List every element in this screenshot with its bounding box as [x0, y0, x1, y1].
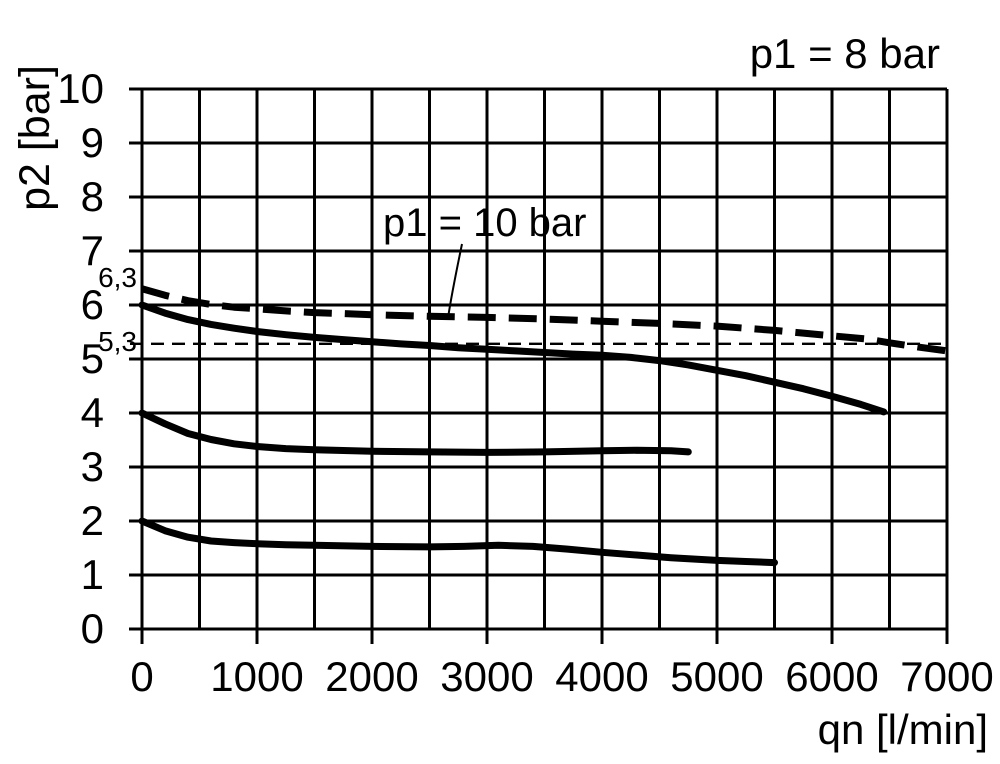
- y-tick-label-10: 10: [57, 65, 104, 112]
- curve-series-2: [138, 409, 692, 456]
- x-tick-label-7000: 7000: [900, 653, 994, 700]
- y-tick-label-4: 4: [80, 389, 104, 436]
- annotation-leader-line: [447, 243, 463, 319]
- y-tick-label-0: 0: [80, 605, 104, 652]
- curve-series-0: [141, 285, 948, 355]
- y-tick-label-1: 1: [80, 551, 104, 598]
- axis-ticks: [140, 629, 949, 644]
- y-tick-label-3: 3: [80, 443, 104, 490]
- x-tick-label-1000: 1000: [210, 653, 304, 700]
- y-tick-label-6: 6: [80, 281, 104, 328]
- x-tick-label-2000: 2000: [325, 653, 419, 700]
- annotation-p1-10bar: p1 = 10 bar: [383, 201, 587, 245]
- x-tick-label-3000: 3000: [440, 653, 534, 700]
- y-marker-5-3: 5,3: [98, 326, 137, 357]
- x-tick-label-0: 0: [130, 653, 154, 700]
- x-tick-label-6000: 6000: [785, 653, 879, 700]
- y-marker-6-3: 6,3: [98, 262, 137, 293]
- y-tick-label-9: 9: [80, 119, 104, 166]
- curve-series-3: [138, 517, 778, 567]
- data-curves: [138, 285, 948, 567]
- y-tick-label-7: 7: [80, 227, 104, 274]
- chart-title: p1 = 8 bar: [749, 30, 940, 77]
- y-tick-label-5: 5: [80, 335, 104, 382]
- curve-series-1: [138, 301, 888, 416]
- y-tick-label-2: 2: [80, 497, 104, 544]
- x-tick-label-4000: 4000: [555, 653, 649, 700]
- y-tick-label-8: 8: [80, 173, 104, 220]
- grid-lines: [129, 87, 949, 631]
- x-tick-label-5000: 5000: [670, 653, 764, 700]
- x-axis-title: qn [l/min]: [817, 706, 988, 753]
